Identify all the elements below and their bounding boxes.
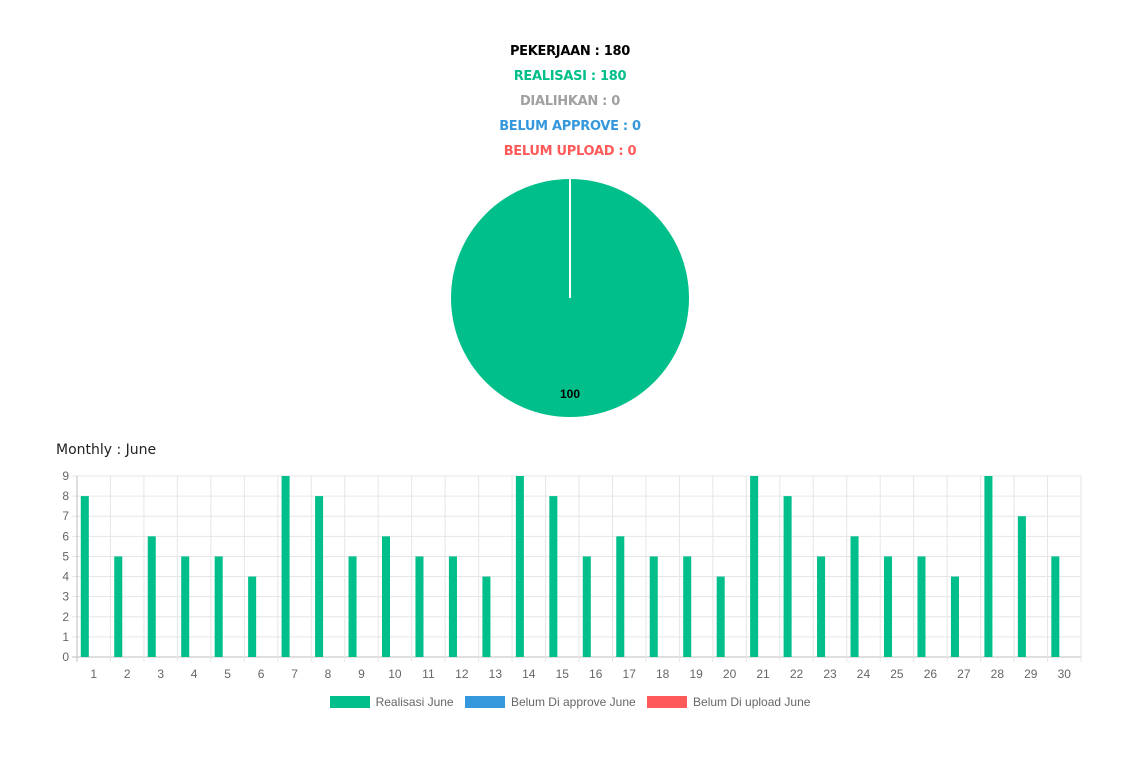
x-tick-label: 29 <box>1024 667 1038 681</box>
x-tick-label: 23 <box>823 667 837 681</box>
x-tick-label: 30 <box>1058 667 1072 681</box>
bar-realisasi-june-18 <box>649 556 658 657</box>
y-tick-label: 1 <box>62 630 69 644</box>
bar-realisasi-june-24 <box>850 536 859 657</box>
x-tick-label: 9 <box>358 667 365 681</box>
legend-swatch-belum-approve <box>464 696 505 709</box>
bar-realisasi-june-29 <box>1017 516 1026 657</box>
pie-data-label: 100 <box>560 387 580 401</box>
x-tick-label: 18 <box>656 667 670 681</box>
x-tick-label: 2 <box>124 667 131 681</box>
x-tick-label: 10 <box>388 667 402 681</box>
x-tick-label: 1 <box>90 667 97 681</box>
bar-realisasi-june-6 <box>248 576 257 657</box>
x-tick-label: 16 <box>589 667 603 681</box>
bar-realisasi-june-22 <box>783 496 792 657</box>
x-tick-label: 26 <box>924 667 938 681</box>
y-tick-label: 7 <box>62 509 69 523</box>
x-tick-label: 22 <box>790 667 804 681</box>
x-tick-label: 15 <box>556 667 570 681</box>
bar-realisasi-june-17 <box>616 536 625 657</box>
legend-item-belum-approve[interactable]: Belum Di approve June <box>464 694 636 710</box>
x-tick-label: 24 <box>857 667 871 681</box>
x-tick-label: 13 <box>489 667 503 681</box>
legend-item-belum-upload[interactable]: Belum Di upload June <box>647 694 810 709</box>
x-tick-label: 19 <box>689 667 703 681</box>
y-tick-label: 2 <box>62 610 69 624</box>
bar-realisasi-june-27 <box>950 576 959 657</box>
belum-upload-total: BELUM UPLOAD : 0 <box>503 144 637 159</box>
bar-realisasi-june-20 <box>716 576 725 657</box>
y-tick-label: 9 <box>62 469 69 483</box>
x-tick-label: 7 <box>291 667 298 681</box>
x-tick-label: 21 <box>756 667 770 681</box>
x-tick-label: 17 <box>623 667 637 681</box>
x-tick-label: 6 <box>258 667 265 681</box>
legend-swatch-realisasi <box>329 696 370 709</box>
dialihkan-total: DIALIHKAN : 0 <box>519 94 621 109</box>
bar-realisasi-june-11 <box>415 556 424 657</box>
legend-label-belum-approve: Belum Di approve June <box>510 695 636 710</box>
summary-block: PEKERJAAN : 180 REALISASI : 180 DIALIHKA… <box>0 39 1140 164</box>
bar-realisasi-june-10 <box>381 536 391 657</box>
x-tick-label: 12 <box>455 667 469 681</box>
y-tick-label: 5 <box>62 549 69 563</box>
y-tick-label: 0 <box>62 650 69 664</box>
x-tick-label: 25 <box>890 667 904 681</box>
bar-realisasi-june-19 <box>683 556 692 657</box>
bar-realisasi-june-14 <box>515 476 524 657</box>
pekerjaan-total: PEKERJAAN : 180 <box>509 44 631 59</box>
y-tick-label: 3 <box>62 590 69 604</box>
realisasi-total: REALISASI : 180 <box>513 69 627 84</box>
bar-realisasi-june-23 <box>817 556 826 657</box>
legend-label-belum-upload: Belum Di upload June <box>693 695 811 710</box>
bar-realisasi-june-16 <box>582 556 591 657</box>
y-tick-label: 6 <box>62 529 69 543</box>
bar-realisasi-june-2 <box>114 556 123 657</box>
x-tick-label: 20 <box>723 667 737 681</box>
x-tick-label: 3 <box>157 667 164 681</box>
pie-chart[interactable]: 100 <box>0 0 1140 430</box>
bar-realisasi-june-12 <box>448 556 457 657</box>
legend-label-realisasi: Realisasi June <box>375 695 454 710</box>
bar-realisasi-june-7 <box>281 476 290 657</box>
bar-realisasi-june-15 <box>549 496 558 657</box>
legend-item-realisasi[interactable]: Realisasi June <box>329 694 454 710</box>
bar-realisasi-june-21 <box>750 476 759 657</box>
y-tick-label: 4 <box>62 570 69 584</box>
bar-realisasi-june-13 <box>482 576 491 657</box>
bar-realisasi-june-5 <box>214 556 223 657</box>
bar-realisasi-june-30 <box>1051 556 1060 657</box>
bar-realisasi-june-3 <box>147 536 156 657</box>
x-tick-label: 11 <box>422 667 435 681</box>
x-tick-label: 14 <box>522 667 536 681</box>
bar-realisasi-june-4 <box>181 556 190 657</box>
bar-realisasi-june-9 <box>348 556 357 657</box>
x-tick-label: 4 <box>191 667 198 681</box>
y-tick-label: 8 <box>62 489 69 503</box>
x-tick-label: 28 <box>991 667 1005 681</box>
bar-realisasi-june-1 <box>80 496 89 657</box>
x-tick-label: 8 <box>325 667 332 681</box>
bar-realisasi-june-26 <box>917 556 926 657</box>
legend-swatch-belum-upload <box>647 696 688 709</box>
bar-realisasi-june-25 <box>883 556 893 657</box>
belum-approve-total: BELUM APPROVE : 0 <box>499 119 641 134</box>
x-tick-label: 27 <box>957 667 971 681</box>
bar-legend: Realisasi June Belum Di approve June Bel… <box>0 694 1140 709</box>
monthly-title: Monthly : June <box>56 442 157 458</box>
x-tick-label: 5 <box>224 667 231 681</box>
bar-realisasi-june-8 <box>315 496 324 657</box>
bar-realisasi-june-28 <box>984 476 993 657</box>
